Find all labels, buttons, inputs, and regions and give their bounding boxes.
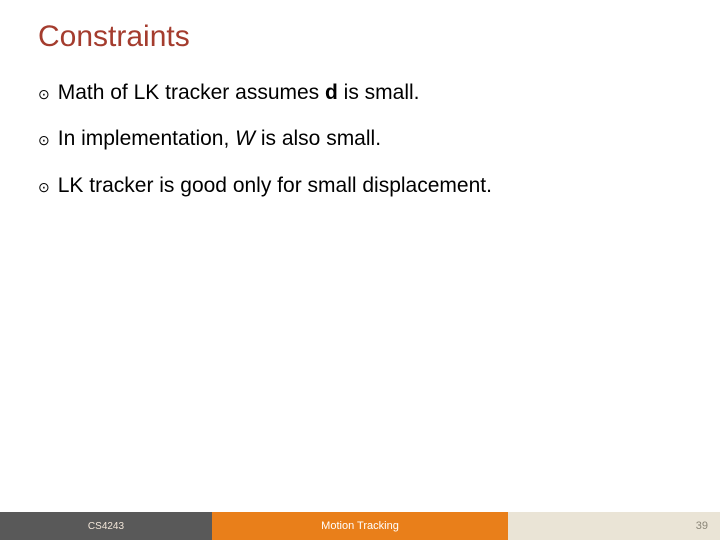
footer-page-number: 39 [508, 512, 720, 540]
bullet-text: Math of LK tracker assumes d is small. [58, 80, 678, 106]
footer: CS4243 Motion Tracking 39 [0, 512, 720, 540]
bullet-list: ⊙ Math of LK tracker assumes d is small.… [38, 80, 678, 219]
bullet-text-post: is small. [338, 81, 420, 104]
bullet-item: ⊙ In implementation, W is also small. [38, 126, 678, 152]
bullet-marker-icon: ⊙ [38, 180, 50, 194]
bullet-text: In implementation, W is also small. [58, 126, 678, 152]
bullet-item: ⊙ LK tracker is good only for small disp… [38, 173, 678, 199]
slide-title: Constraints [38, 20, 190, 54]
footer-course-code: CS4243 [0, 512, 212, 540]
bullet-text-pre: LK tracker is good only for small displa… [58, 174, 492, 197]
footer-topic: Motion Tracking [212, 512, 508, 540]
bullet-text-italic: W [235, 127, 255, 150]
slide: Constraints ⊙ Math of LK tracker assumes… [0, 0, 720, 540]
bullet-text-post: is also small. [255, 127, 381, 150]
bullet-text-bold: d [325, 81, 338, 104]
bullet-marker-icon: ⊙ [38, 87, 50, 101]
bullet-text: LK tracker is good only for small displa… [58, 173, 678, 199]
bullet-item: ⊙ Math of LK tracker assumes d is small. [38, 80, 678, 106]
bullet-marker-icon: ⊙ [38, 133, 50, 147]
bullet-text-pre: In implementation, [58, 127, 235, 150]
bullet-text-pre: Math of LK tracker assumes [58, 81, 325, 104]
